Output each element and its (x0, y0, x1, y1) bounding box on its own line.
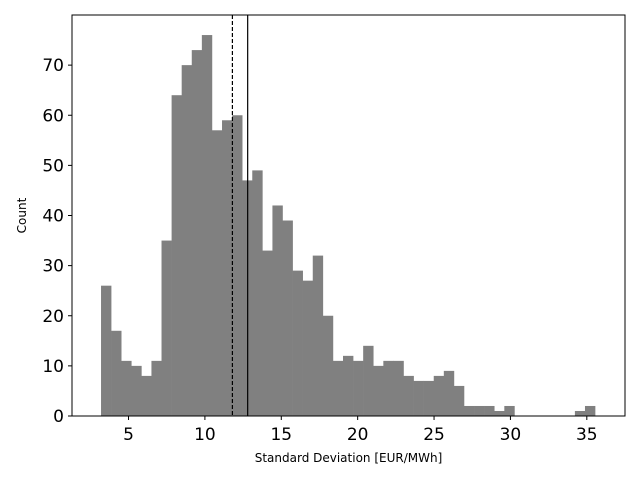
y-tick-label: 0 (53, 407, 64, 427)
histogram-bar (131, 365, 142, 416)
histogram-bar (474, 405, 485, 416)
histogram-bar (211, 130, 223, 416)
histogram-bar (201, 35, 213, 417)
x-tick-label: 15 (270, 425, 292, 445)
histogram-bar (121, 360, 132, 416)
histogram-bar (232, 115, 243, 416)
histogram-bar (151, 360, 162, 416)
x-axis-ticks: 5 10 15 20 25 30 35 (123, 416, 598, 445)
histogram-bar (403, 375, 414, 416)
y-tick-label: 30 (42, 257, 64, 277)
histogram-bar (332, 360, 344, 416)
histogram-bar (171, 95, 182, 416)
histogram-bar (353, 360, 364, 416)
histogram-bar (191, 50, 203, 417)
x-tick-label: 25 (423, 425, 445, 445)
histogram-bar (584, 405, 596, 416)
y-tick-label: 70 (42, 56, 64, 76)
histogram-bar (494, 410, 505, 416)
histogram-bar (272, 205, 283, 416)
histogram-bar (423, 380, 435, 416)
histogram-bar (282, 220, 293, 416)
histogram-bar (363, 345, 374, 416)
x-tick-label: 10 (194, 425, 216, 445)
histogram-bar (141, 375, 152, 416)
y-tick-label: 40 (42, 207, 64, 227)
histogram-bar (373, 365, 384, 416)
histogram-bar (302, 280, 314, 416)
histogram-bar (574, 410, 586, 416)
y-axis-ticks: 0 10 20 30 40 50 60 70 (42, 56, 72, 427)
histogram-bar (393, 360, 404, 416)
bars-group (101, 35, 596, 417)
histogram-bar (262, 250, 273, 416)
histogram-bar (383, 360, 394, 416)
y-tick-label: 50 (42, 156, 64, 176)
histogram-bar (292, 270, 303, 416)
y-tick-label: 20 (42, 307, 64, 327)
histogram-bar (312, 255, 324, 416)
histogram-bar (181, 65, 193, 416)
histogram-bar (111, 330, 122, 416)
histogram-bar (161, 240, 172, 416)
histogram-bar (463, 405, 475, 416)
x-tick-label: 5 (123, 425, 134, 445)
reference-lines (231, 15, 249, 416)
histogram-bar (433, 375, 445, 416)
histogram-bar (252, 170, 263, 416)
histogram-bar (413, 380, 424, 416)
x-tick-label: 30 (500, 425, 522, 445)
x-axis-label: Standard Deviation [EUR/MWh] (255, 451, 443, 465)
histogram-bar (343, 355, 354, 416)
y-axis-label: Count (15, 197, 29, 233)
histogram-bar (222, 120, 233, 416)
histogram-bar (443, 370, 455, 416)
y-tick-label: 10 (42, 357, 64, 377)
histogram-bar (322, 315, 334, 416)
histogram-bar (504, 405, 515, 416)
x-tick-label: 35 (576, 425, 598, 445)
y-tick-label: 60 (42, 106, 64, 126)
x-tick-label: 20 (347, 425, 369, 445)
histogram-bar (484, 405, 495, 416)
histogram-bar (101, 285, 112, 416)
histogram-bar (453, 385, 465, 416)
